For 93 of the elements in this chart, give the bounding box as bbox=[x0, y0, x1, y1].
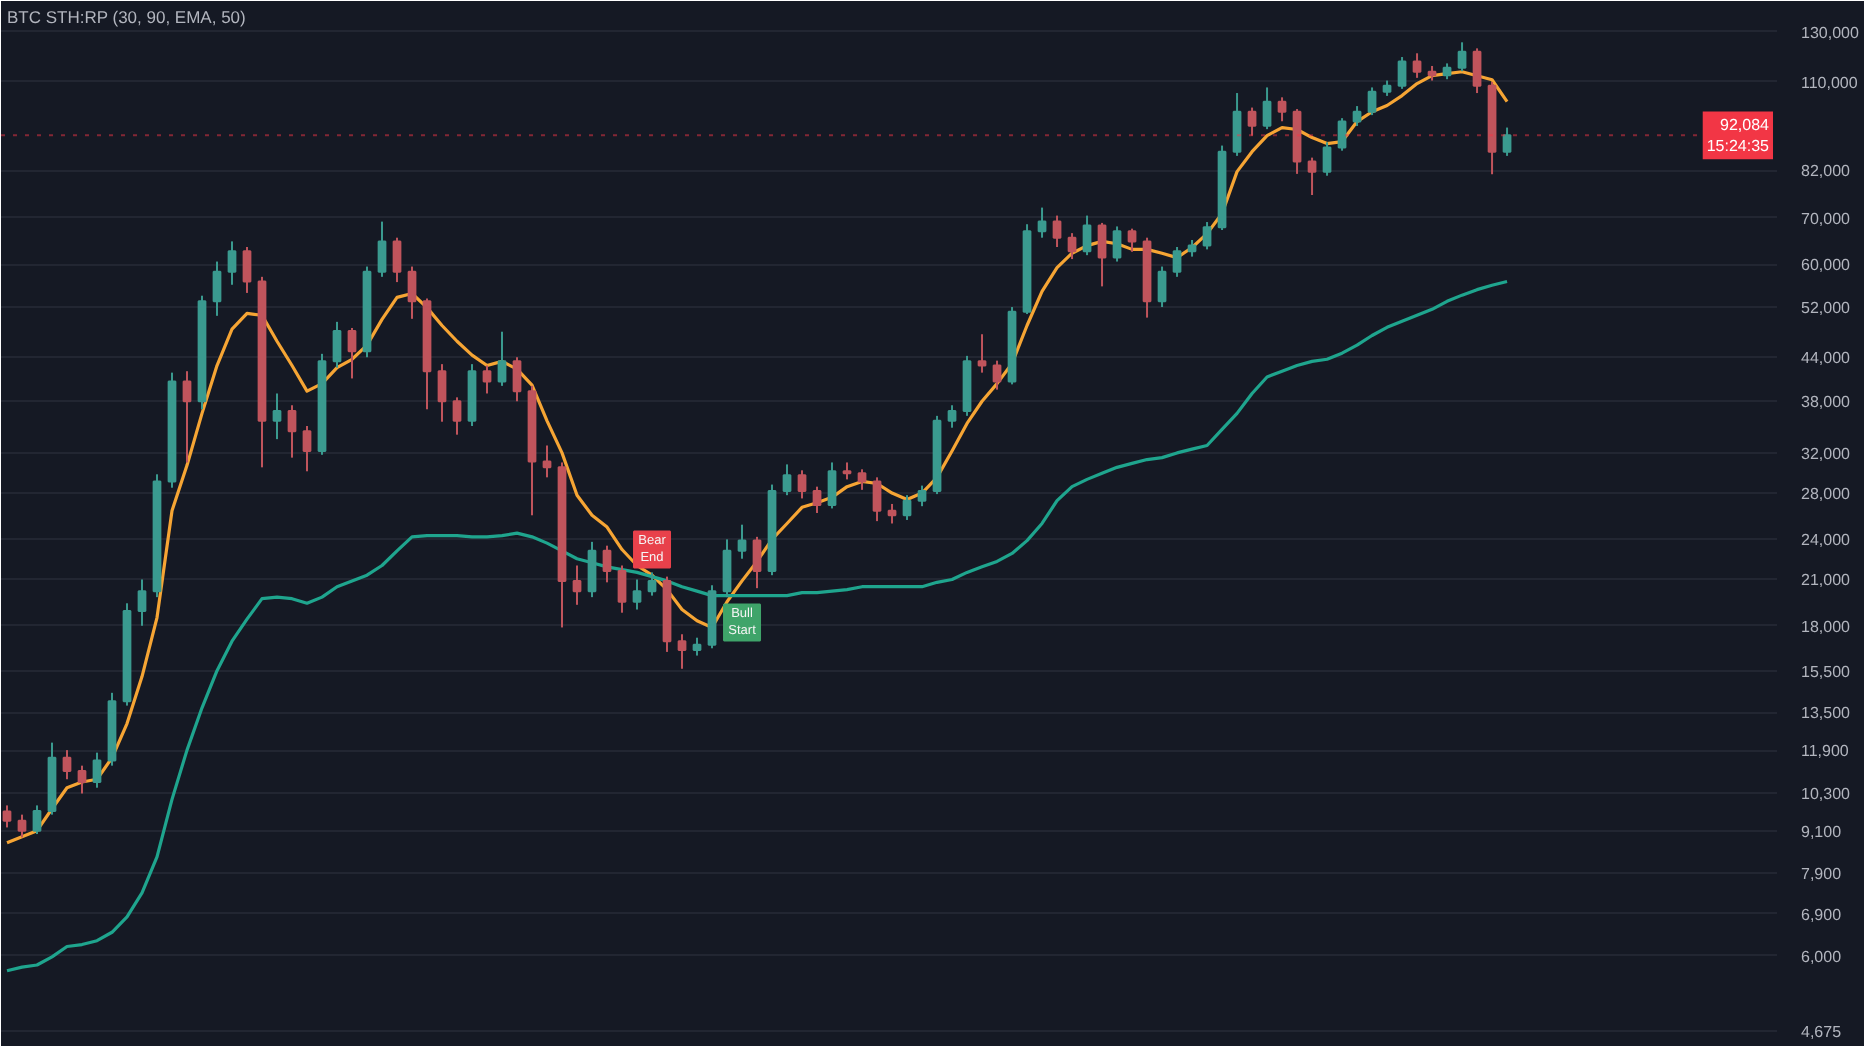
candlestick bbox=[1397, 56, 1407, 90]
candlestick bbox=[797, 469, 807, 500]
candlestick bbox=[1472, 47, 1482, 95]
y-tick-label: 130,000 bbox=[1801, 23, 1860, 42]
candlestick bbox=[872, 476, 882, 523]
candlestick bbox=[92, 751, 102, 789]
candlestick bbox=[1262, 86, 1272, 131]
candlestick bbox=[947, 404, 957, 429]
candlestick bbox=[1412, 52, 1422, 79]
candlestick bbox=[212, 260, 222, 317]
candlestick bbox=[632, 578, 642, 611]
line-series bbox=[5, 279, 1509, 973]
y-tick-label: 24,000 bbox=[1801, 531, 1852, 550]
candlestick bbox=[347, 326, 357, 380]
candlestick bbox=[392, 236, 402, 284]
y-tick-label: 7,900 bbox=[1801, 865, 1843, 884]
candlestick bbox=[1337, 117, 1347, 152]
candlestick bbox=[182, 370, 192, 464]
candlestick bbox=[1232, 92, 1242, 157]
candlestick bbox=[272, 392, 282, 441]
y-tick-label: 11,900 bbox=[1801, 742, 1850, 761]
candlestick bbox=[857, 468, 867, 491]
candlestick bbox=[512, 356, 522, 403]
candlestick bbox=[1277, 96, 1287, 123]
candlestick bbox=[782, 463, 792, 497]
candlestick bbox=[1457, 41, 1467, 73]
candlestick bbox=[377, 220, 387, 278]
candlestick bbox=[302, 424, 312, 473]
candlestick bbox=[227, 240, 237, 286]
candlestick bbox=[812, 485, 822, 514]
y-tick-label: 52,000 bbox=[1801, 299, 1852, 318]
y-tick-label: 70,000 bbox=[1801, 209, 1852, 228]
candlestick bbox=[1322, 141, 1332, 177]
candlestick bbox=[437, 363, 447, 423]
candlestick bbox=[1247, 106, 1257, 137]
candlestick bbox=[32, 804, 42, 836]
y-tick-label: 6,900 bbox=[1801, 905, 1843, 924]
candlestick bbox=[62, 749, 72, 781]
candlestick bbox=[1067, 232, 1077, 261]
candlestick bbox=[1097, 221, 1107, 288]
candlestick bbox=[1367, 86, 1377, 117]
y-tick-label: 44,000 bbox=[1801, 349, 1852, 368]
candlestick bbox=[17, 813, 27, 839]
ref-line-label: 92,084 15:24:35 bbox=[1706, 115, 1771, 156]
candlestick bbox=[242, 246, 252, 294]
y-tick-label: 28,000 bbox=[1801, 485, 1852, 504]
candlestick bbox=[137, 578, 147, 627]
candlestick bbox=[1202, 221, 1212, 251]
candlestick bbox=[917, 484, 927, 508]
candlestick bbox=[737, 523, 747, 560]
candlestick bbox=[617, 564, 627, 614]
candlestick bbox=[902, 494, 912, 521]
candlestick bbox=[77, 764, 87, 795]
chart-title: BTC STH:RP (30, 90, EMA, 50) bbox=[7, 7, 247, 27]
candlestick bbox=[1052, 214, 1062, 248]
candlestick bbox=[542, 444, 552, 479]
candlestick bbox=[647, 571, 657, 597]
candlestick bbox=[407, 265, 417, 320]
y-tick-label: 32,000 bbox=[1801, 444, 1852, 463]
y-tick-label: 4,675 bbox=[1801, 1022, 1843, 1041]
candlestick bbox=[587, 540, 597, 599]
y-tick-label: 110,000 bbox=[1801, 73, 1859, 92]
candlestick bbox=[1157, 265, 1167, 309]
candlestick bbox=[572, 564, 582, 606]
y-tick-label: 9,100 bbox=[1801, 822, 1843, 841]
y-tick-label: 82,000 bbox=[1801, 162, 1852, 181]
y-tick-label: 21,000 bbox=[1801, 571, 1852, 590]
candlestick bbox=[1112, 225, 1122, 263]
candlestick bbox=[677, 633, 687, 670]
y-tick-label: 18,000 bbox=[1801, 617, 1852, 636]
candlestick bbox=[1172, 246, 1182, 278]
y-tick-label: 60,000 bbox=[1801, 256, 1852, 275]
y-tick-label: 15,500 bbox=[1801, 662, 1852, 681]
y-tick-label: 10,300 bbox=[1801, 785, 1852, 804]
y-tick-label: 6,000 bbox=[1801, 947, 1843, 966]
y-tick-label: 13,500 bbox=[1801, 704, 1852, 723]
candlestick bbox=[452, 396, 462, 436]
candlestick bbox=[722, 538, 732, 599]
candlestick bbox=[1352, 105, 1362, 127]
candlestick bbox=[2, 804, 12, 829]
candlestick bbox=[482, 364, 492, 395]
candlestick bbox=[752, 535, 762, 590]
candlestick bbox=[287, 404, 297, 459]
candlestick bbox=[977, 333, 987, 374]
candlestick bbox=[332, 320, 342, 369]
candlestick bbox=[827, 461, 837, 510]
candlestick bbox=[497, 330, 507, 387]
candlestick bbox=[1502, 126, 1512, 157]
candlestick bbox=[1307, 156, 1317, 196]
candlestick bbox=[1082, 214, 1092, 257]
candlestick bbox=[602, 544, 612, 584]
candlestick bbox=[1127, 227, 1137, 253]
y-tick-label: 38,000 bbox=[1801, 393, 1852, 412]
